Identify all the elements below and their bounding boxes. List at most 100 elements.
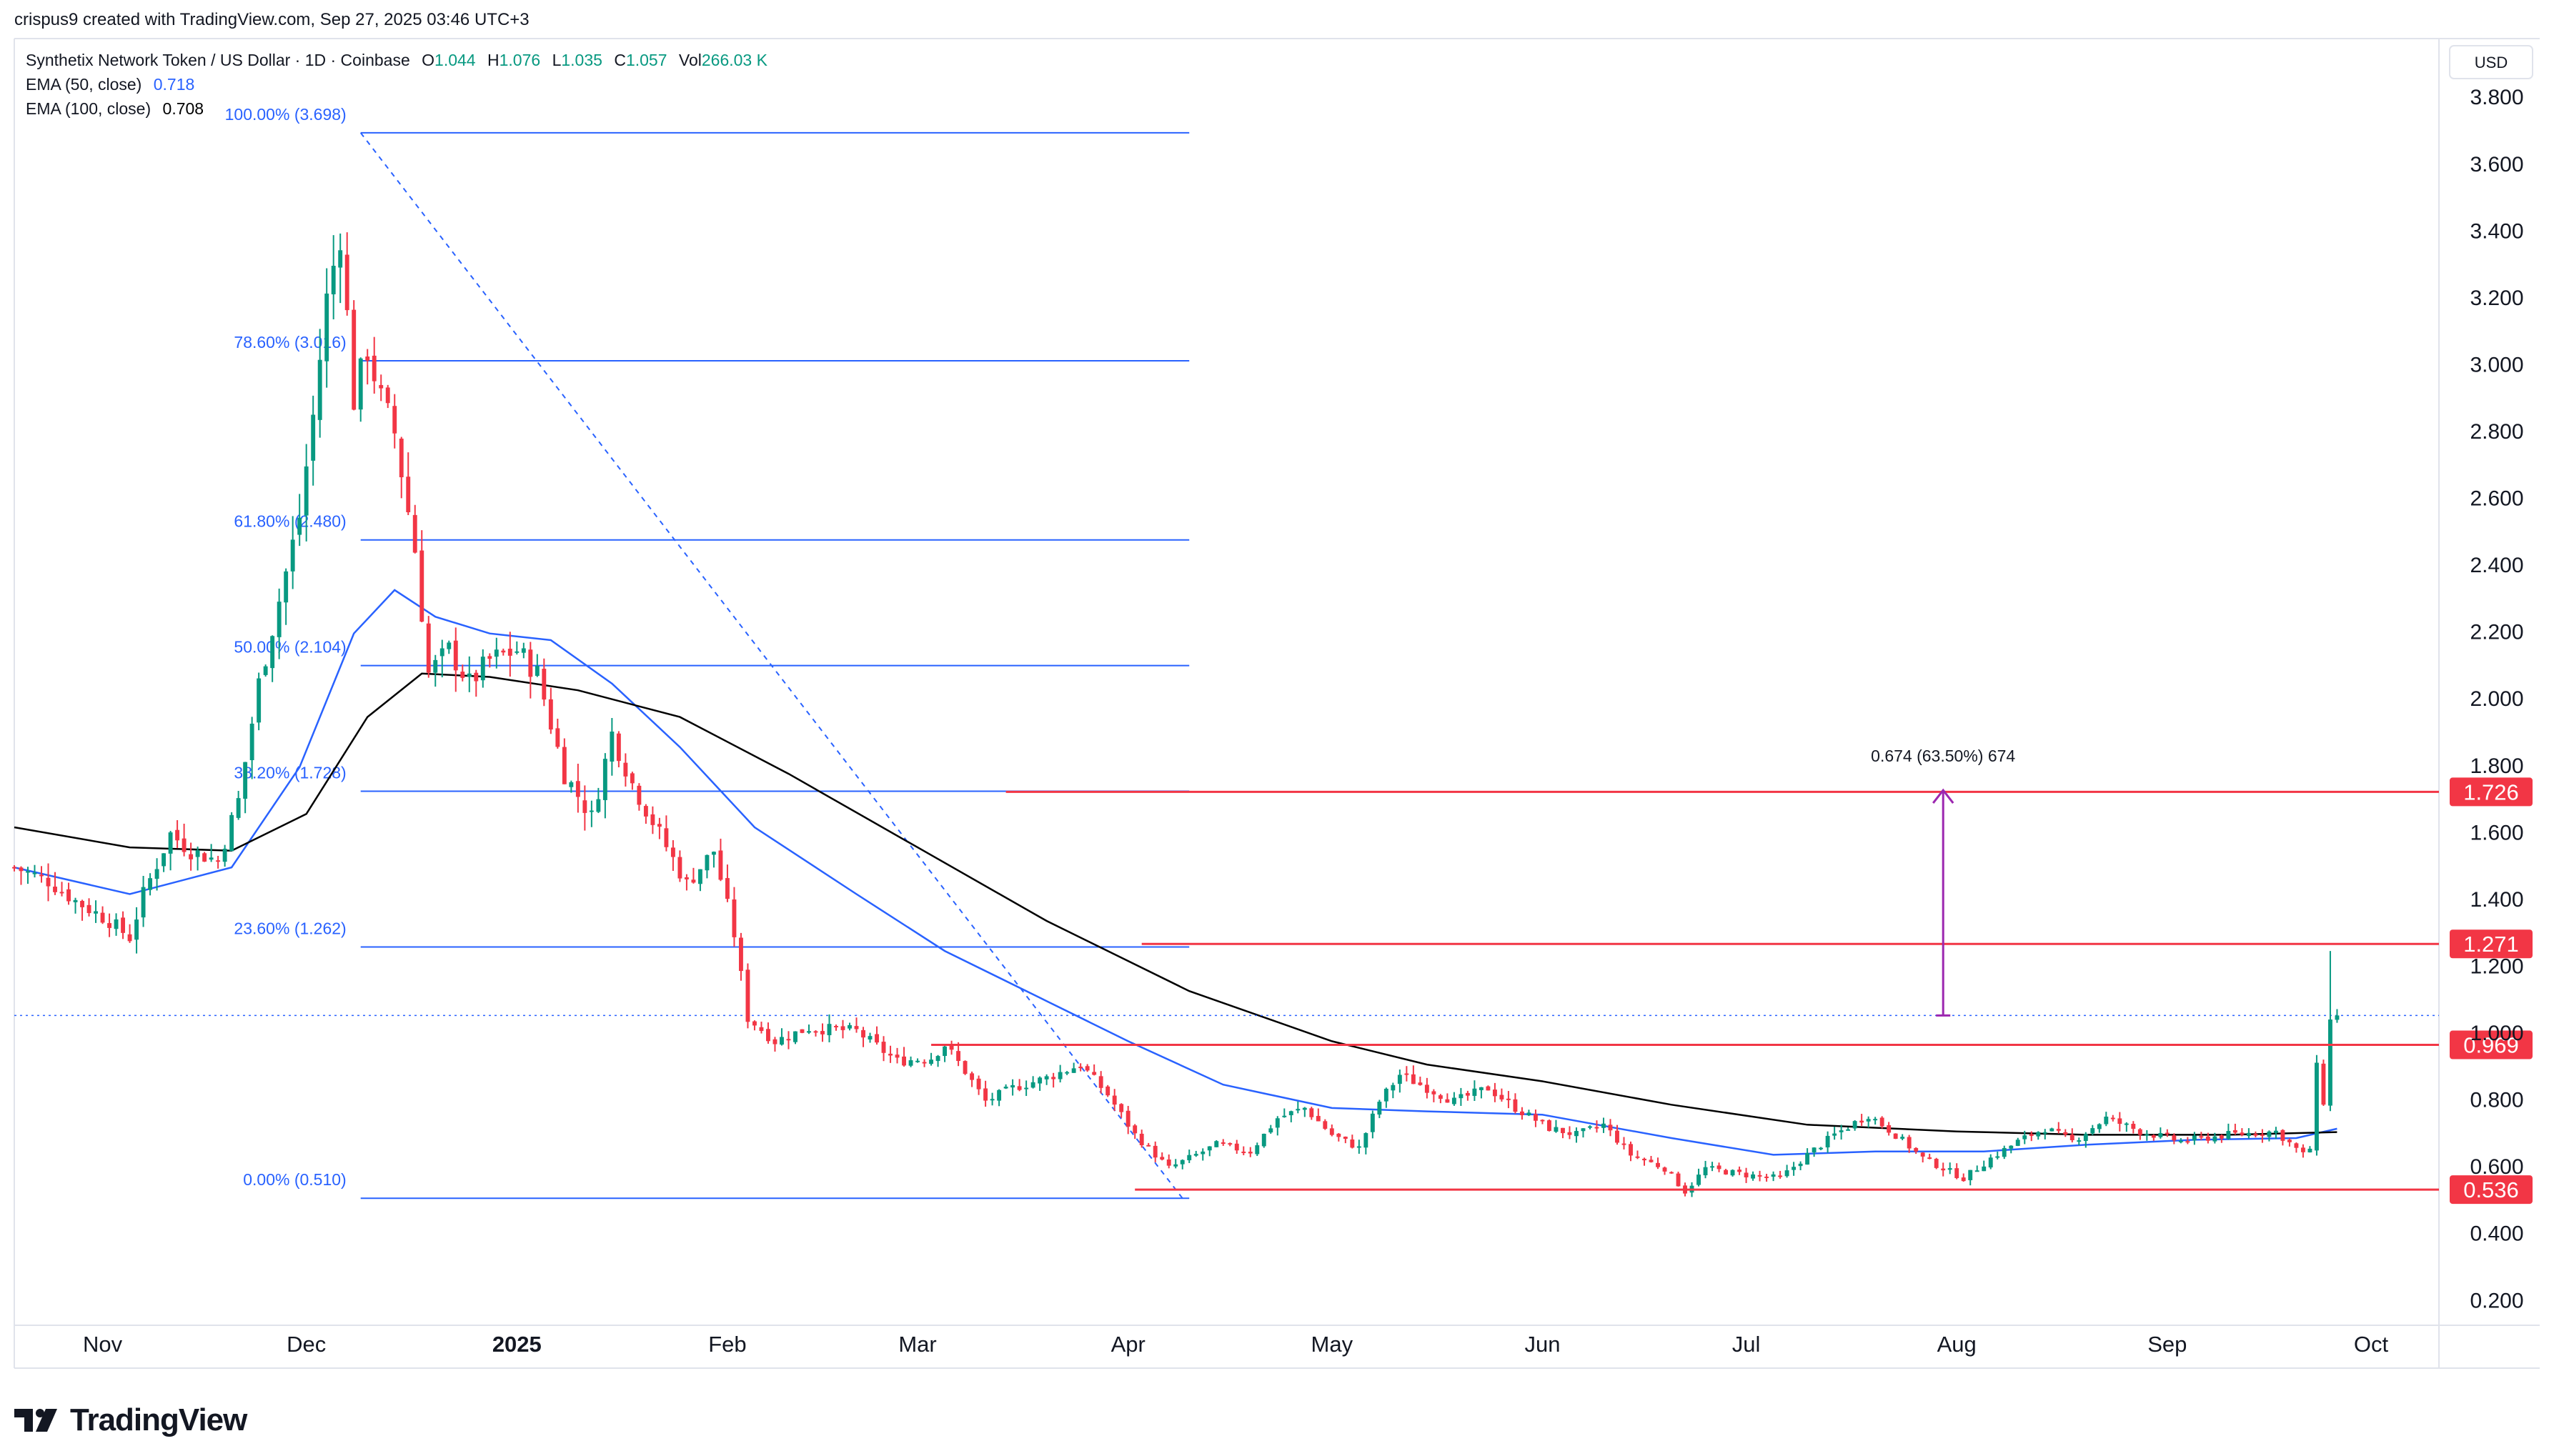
candle-body [1676,1173,1681,1187]
candle-body [528,649,533,677]
candle-body [1275,1118,1280,1128]
chart-caption: crispus9 created with TradingView.com, S… [14,10,530,29]
price-axis[interactable]: 0.200 0.400 0.600 0.800 1.000 1.200 1.400 1.600… [2470,86,2523,1312]
candle-body [467,673,472,677]
level-price-label: 0.536 [2463,1177,2519,1202]
y-tick-label: 0.800 [2470,1089,2523,1112]
candle-body [284,571,289,603]
candle-body [494,649,499,657]
candle-body [1302,1107,1307,1110]
candle-body [908,1060,913,1066]
y-tick-label: 0.200 [2470,1289,2523,1312]
candle-body [2049,1128,2054,1132]
y-tick-label: 2.600 [2470,487,2523,511]
candle-body [1424,1084,1429,1093]
candle-body [2253,1134,2258,1136]
candle-body [317,359,322,420]
candle-body [1173,1164,1178,1167]
candle-body [392,406,397,434]
candle-body [2172,1135,2177,1141]
candle-body [1418,1082,1423,1085]
legend-o-key: O [422,51,434,69]
candle-body [569,782,574,787]
candle-body [1261,1133,1266,1147]
candle-body [304,466,309,516]
y-tick-label: 0.600 [2470,1155,2523,1179]
currency-button[interactable]: USD [2449,45,2533,79]
candle-body [1859,1120,1864,1123]
candle-body [1961,1177,1966,1182]
candle-body [121,917,126,933]
candle-body [222,848,227,862]
candle-body [616,733,621,762]
candle-body [1615,1130,1619,1143]
candle-body [182,838,187,852]
x-tick-label: 2025 [492,1332,542,1357]
candle-body [175,829,180,841]
candle-body [1465,1092,1470,1096]
candle-body [759,1027,764,1031]
fib-level-label: 78.60% (3.016) [234,333,346,351]
y-tick-label: 1.400 [2470,888,2523,912]
candle-body [1988,1157,1993,1168]
candle-body [1343,1137,1348,1140]
candle-body [1621,1143,1626,1145]
legend-ema50: EMA (50, close) 0.718 [26,75,194,94]
tradingview-logo[interactable]: TradingView [14,1399,247,1442]
horizontal-levels[interactable]: 1.726 1.271 0.969 0.536 [931,777,2533,1205]
candle-body [406,477,411,512]
y-tick-label: 2.400 [2470,554,2523,577]
candle-body [840,1026,845,1030]
time-axis[interactable]: Nov Dec 2025 Feb Mar Apr May Jun Jul Aug Sep Oct [83,1332,2388,1357]
candle-body [739,937,743,972]
candle-body [1703,1167,1708,1176]
candle-body [311,414,316,461]
candle-body [1112,1095,1117,1105]
candle-body [216,860,221,862]
y-tick-label: 2.000 [2470,687,2523,711]
candle-body [209,857,214,860]
candle-body [881,1042,886,1053]
legend-symbol-line: Synthetix Network Token / US Dollar · 1D… [26,51,768,69]
candle-body [1214,1141,1219,1147]
candle-body [1887,1125,1892,1133]
candle-body [290,539,295,572]
candle-body [243,762,248,799]
candle-body [1581,1128,1586,1132]
chart[interactable]: 100.00% (3.698) 78.60% (3.016) 61.80% (2.4… [0,0,2554,1382]
candle-body [385,387,390,404]
price-range-measure[interactable]: 0.674 (63.50%) 674 [1871,747,2015,1017]
ema-lines [14,589,2439,1156]
x-tick-label: Jun [1524,1332,1560,1357]
y-tick-label: 1.000 [2470,1022,2523,1045]
candle-body [1451,1097,1456,1105]
candle-body [1594,1127,1599,1129]
candle-body [1105,1086,1110,1096]
fib-trend-line [359,132,1183,1199]
candle-body [162,853,167,867]
candle-body [1574,1131,1579,1137]
y-tick-label: 2.800 [2470,420,2523,444]
fib-retracement[interactable]: 100.00% (3.698) 78.60% (3.016) 61.80% (2.4… [225,105,1190,1200]
candle-body [2185,1141,2190,1143]
candle-body [630,773,635,784]
candle-body [2124,1123,2129,1125]
candle-body [1160,1157,1165,1160]
candle-body [2240,1132,2245,1135]
candle-body [1323,1121,1328,1129]
candle-body [2029,1134,2034,1136]
candle-body [1139,1133,1144,1146]
candle-body [1588,1126,1592,1128]
candle-body [1696,1175,1701,1185]
candle-body [1024,1087,1029,1089]
candle-body [2063,1132,2068,1135]
candle-body [1649,1160,1654,1162]
level-price-label: 1.726 [2463,779,2519,804]
candle-body [2110,1117,2115,1120]
x-tick-label: Sep [2147,1332,2187,1357]
candle-body [732,899,737,937]
candle-body [861,1029,865,1038]
candle-body [338,250,343,268]
candle-body [1608,1125,1613,1131]
candle-body [379,384,384,389]
